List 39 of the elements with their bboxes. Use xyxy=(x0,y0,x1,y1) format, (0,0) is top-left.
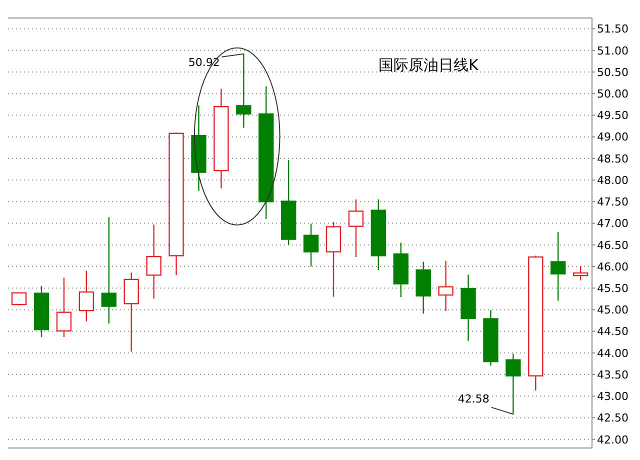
candlestick xyxy=(370,198,386,271)
annotation: 42.58 xyxy=(458,392,490,406)
y-tick-label: 45.50 xyxy=(597,282,628,296)
y-tick-label: 44.50 xyxy=(597,325,628,338)
candlestick xyxy=(460,274,476,342)
y-tick-label: 43.50 xyxy=(597,368,628,382)
y-tick-label: 46.00 xyxy=(597,260,628,274)
candlestick xyxy=(258,86,274,220)
y-tick-label: 46.50 xyxy=(597,238,628,252)
y-tick-label: 51.50 xyxy=(597,22,628,36)
y-tick-label: 47.50 xyxy=(597,196,628,209)
y-tick-label: 43.00 xyxy=(597,390,628,404)
candlestick xyxy=(348,198,364,258)
candlestick xyxy=(393,242,408,298)
text: 国际原油日线K xyxy=(378,56,480,74)
candlestick xyxy=(303,223,319,268)
candlestick xyxy=(550,231,566,302)
y-tick-label: 44.00 xyxy=(597,346,628,360)
candlestick xyxy=(506,353,521,415)
candlestick xyxy=(236,53,252,128)
y-tick-label: 45.00 xyxy=(597,304,628,317)
y-tick-label: 50.50 xyxy=(597,66,628,79)
candlestick xyxy=(438,260,454,312)
candlestick xyxy=(78,270,94,322)
candlestick xyxy=(101,216,116,324)
y-tick-label: 48.00 xyxy=(597,174,628,187)
y-tick-label: 47.00 xyxy=(597,217,628,230)
y-tick-label: 51.00 xyxy=(597,44,628,58)
candlestick xyxy=(528,255,544,392)
candlestick xyxy=(191,104,206,192)
y-tick-label: 42.00 xyxy=(597,433,628,446)
y-tick-label: 48.50 xyxy=(597,152,628,166)
candlestick xyxy=(146,224,162,300)
y-tick-label: 49.00 xyxy=(597,130,628,144)
candlestick xyxy=(214,88,229,189)
y-tick-label: 42.50 xyxy=(597,412,628,425)
y-tick-label: 50.00 xyxy=(597,88,628,101)
y-tick-label: 49.50 xyxy=(597,109,628,122)
candlestick xyxy=(483,310,498,366)
